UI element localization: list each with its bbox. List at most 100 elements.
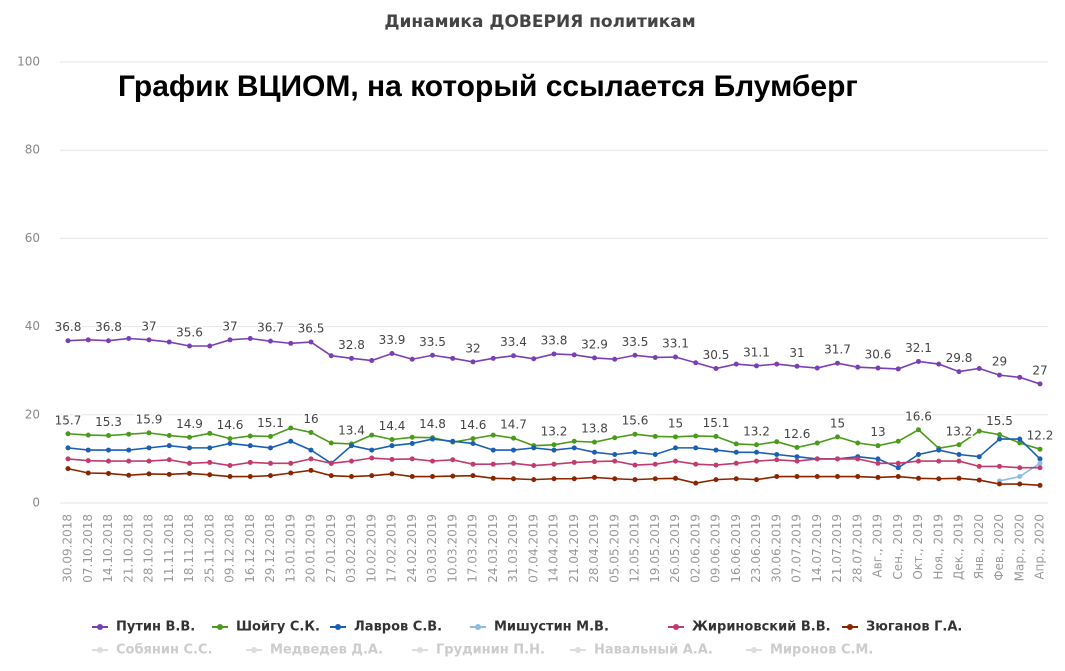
legend-marker-inactive	[575, 647, 581, 653]
point	[713, 447, 719, 453]
point	[268, 460, 273, 466]
point	[916, 475, 921, 481]
point	[65, 431, 71, 437]
point	[531, 477, 537, 483]
point	[207, 430, 213, 436]
data-label: 27	[1032, 363, 1047, 377]
point	[146, 445, 152, 451]
data-label: 16	[303, 412, 318, 426]
point	[754, 449, 759, 455]
legend-marker	[475, 624, 481, 630]
point	[835, 434, 840, 440]
data-label: 31.7	[824, 343, 851, 357]
point	[1017, 440, 1023, 446]
point	[976, 463, 982, 469]
x-tick-label: 07.10.2018	[81, 514, 95, 583]
point	[794, 444, 800, 450]
point	[430, 352, 435, 358]
point	[369, 455, 375, 461]
point	[612, 356, 618, 362]
point	[146, 458, 152, 464]
point	[106, 458, 111, 464]
x-tick-label: 09.06.2019	[709, 514, 723, 583]
data-label: 15.1	[703, 416, 730, 430]
point	[916, 427, 921, 433]
point	[349, 458, 354, 464]
data-label: 13.4	[338, 423, 365, 437]
point	[551, 442, 557, 448]
point	[571, 438, 577, 444]
point	[936, 476, 942, 482]
data-label: 30.5	[703, 348, 730, 362]
point	[490, 461, 496, 467]
point	[895, 465, 901, 471]
point	[166, 443, 172, 449]
point	[187, 460, 192, 466]
point	[976, 454, 982, 460]
data-label: 13.2	[743, 424, 770, 438]
x-tick-label: 24.02.2019	[405, 514, 419, 583]
point	[794, 458, 800, 464]
point	[470, 461, 476, 467]
data-label: 13.8	[581, 422, 608, 436]
point	[1017, 374, 1023, 380]
data-label: 32	[465, 341, 480, 355]
point	[673, 458, 678, 464]
data-label: 13.2	[541, 424, 568, 438]
point	[652, 476, 658, 482]
point	[774, 439, 780, 445]
data-label: 16.6	[905, 409, 932, 423]
data-label: 36.7	[257, 321, 284, 335]
point	[713, 365, 719, 371]
point	[814, 365, 820, 371]
data-label: 13.2	[946, 424, 973, 438]
point	[187, 445, 192, 451]
point	[612, 451, 618, 457]
point	[187, 470, 192, 476]
y-tick-label: 60	[25, 231, 40, 245]
x-tick-label: 18.11.2018	[182, 514, 196, 583]
data-label: 33.8	[541, 333, 568, 347]
point	[268, 433, 273, 439]
point	[835, 360, 840, 366]
point	[632, 352, 638, 358]
point	[875, 474, 881, 480]
point	[652, 451, 658, 457]
x-tick-label: 30.06.2019	[769, 514, 783, 583]
x-tick-label: Фев., 2020	[992, 514, 1006, 581]
y-tick-label: 20	[25, 407, 40, 421]
point	[85, 337, 91, 343]
point	[166, 339, 172, 345]
point	[65, 445, 71, 451]
point	[794, 454, 800, 460]
point	[227, 436, 233, 442]
point	[956, 442, 962, 448]
point	[571, 445, 577, 451]
point	[551, 351, 557, 357]
point	[409, 456, 415, 462]
point	[1017, 465, 1023, 471]
point	[409, 434, 415, 440]
point	[895, 474, 901, 480]
point	[571, 459, 577, 465]
data-label: 36.8	[55, 320, 82, 334]
point	[389, 351, 395, 357]
x-tick-label: 28.04.2019	[587, 514, 601, 583]
point	[146, 337, 152, 343]
point	[814, 474, 820, 480]
point	[490, 355, 496, 361]
point	[328, 460, 334, 466]
legend-marker	[97, 624, 103, 630]
point	[65, 338, 71, 344]
point	[430, 474, 435, 480]
x-tick-label: 30.09.2018	[61, 514, 75, 583]
point	[956, 369, 962, 375]
point	[247, 474, 253, 480]
legend-label: Путин В.В.	[116, 620, 195, 635]
point	[936, 361, 942, 367]
point	[511, 435, 516, 441]
point	[369, 447, 375, 453]
point	[956, 475, 962, 481]
point	[207, 459, 213, 465]
data-label: 32.1	[905, 341, 932, 355]
